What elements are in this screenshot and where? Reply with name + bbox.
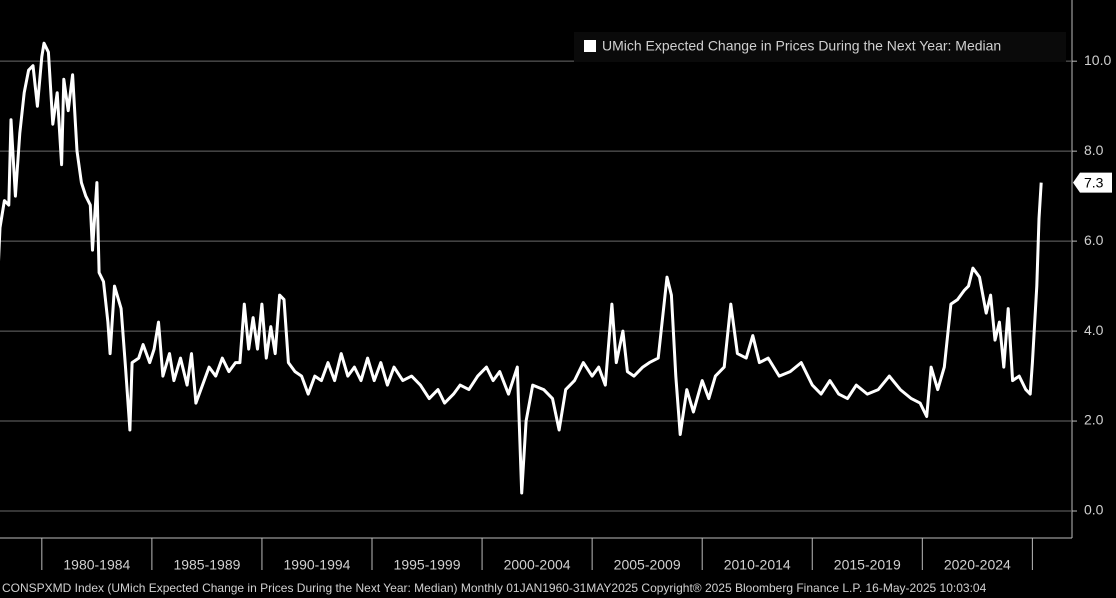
legend-swatch xyxy=(584,40,596,52)
x-period-label: 1985-1989 xyxy=(173,557,240,573)
x-period-label: 1990-1994 xyxy=(284,557,351,573)
y-tick-label: 10.0 xyxy=(1084,52,1111,68)
line-series xyxy=(0,41,1043,495)
footer: CONSPXMD Index (UMich Expected Change in… xyxy=(2,581,987,595)
legend-box xyxy=(574,32,1066,62)
x-period-label: 1980-1984 xyxy=(63,557,130,573)
y-tick-label: 8.0 xyxy=(1084,142,1104,158)
y-tick-label: 4.0 xyxy=(1084,322,1104,338)
y-tick-label: 2.0 xyxy=(1084,412,1104,428)
x-period-label: 2015-2019 xyxy=(834,557,901,573)
legend-label: UMich Expected Change in Prices During t… xyxy=(602,38,1001,54)
x-period-label: 2000-2004 xyxy=(504,557,571,573)
last-value-label: 7.3 xyxy=(1084,174,1104,190)
y-tick-label: 6.0 xyxy=(1084,232,1104,248)
last-value-tag xyxy=(1073,172,1112,193)
x-period-label: 2020-2024 xyxy=(944,557,1011,573)
x-period-label: 1995-1999 xyxy=(394,557,461,573)
x-period-label: 2010-2014 xyxy=(724,557,791,573)
x-period-label: 2005-2009 xyxy=(614,557,681,573)
y-tick-label: 0.0 xyxy=(1084,502,1104,518)
